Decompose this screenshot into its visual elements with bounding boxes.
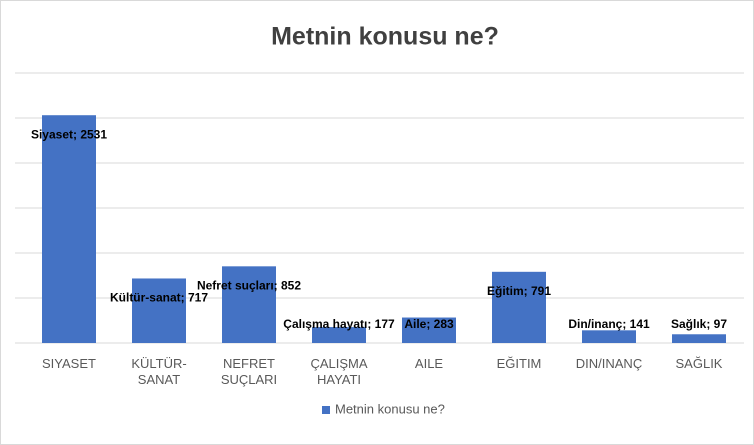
legend-swatch <box>322 406 330 414</box>
bar <box>132 278 186 343</box>
x-tick-label: AILE <box>414 356 444 371</box>
bar <box>222 266 276 343</box>
x-tick-label: KÜLTÜR-SANAT <box>131 356 187 387</box>
bar <box>672 334 726 343</box>
bar <box>582 330 636 343</box>
x-tick-label: ÇALIŞMA HAYATI <box>310 356 368 387</box>
data-label: Kültür-sanat; 717 <box>110 291 208 305</box>
data-label: Aile; 283 <box>404 317 454 331</box>
chart-title: Metnin konusu ne? <box>271 23 499 51</box>
data-label: Nefret suçları; 852 <box>197 278 301 292</box>
data-label: Din/inanç; 141 <box>568 317 650 331</box>
data-label: Sağlık; 97 <box>671 317 727 331</box>
bar <box>42 115 96 344</box>
x-tick-label: DIN/INANÇ <box>575 356 643 371</box>
bar <box>402 317 456 343</box>
x-tick-label: EĞITIM <box>496 356 542 371</box>
data-label: Siyaset; 2531 <box>31 127 107 141</box>
bar <box>312 327 366 343</box>
bar <box>492 271 546 343</box>
data-label: Eğitim; 791 <box>487 284 551 298</box>
x-tick-label: SIYASET <box>42 356 96 371</box>
legend-label: Metnin konusu ne? <box>335 401 445 416</box>
x-tick-label: NEFRET SUÇLARI <box>220 356 278 387</box>
x-tick-label: SAĞLIK <box>675 356 723 371</box>
data-label: Çalışma hayatı; 177 <box>283 317 395 331</box>
